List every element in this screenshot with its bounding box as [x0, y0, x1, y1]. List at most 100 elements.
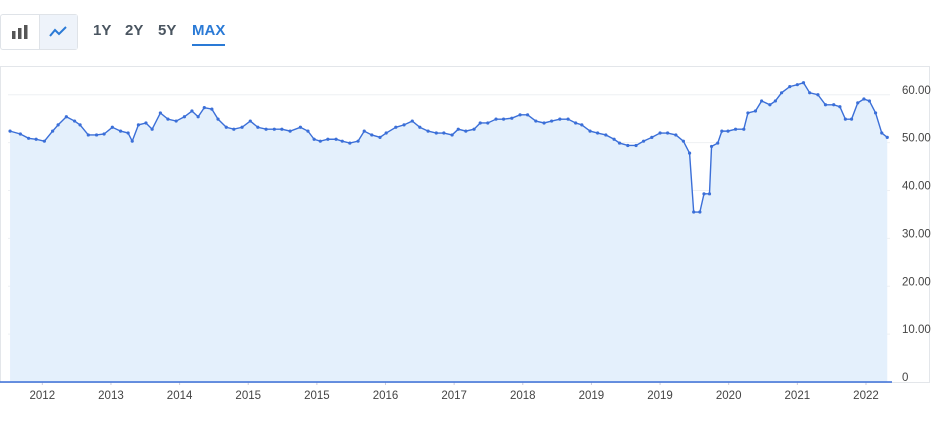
point [56, 123, 60, 127]
point [773, 99, 777, 103]
point [674, 133, 678, 137]
point [280, 127, 284, 131]
point [808, 91, 812, 95]
range-button[interactable]: 2Y [125, 22, 144, 39]
point [450, 133, 454, 137]
x-tick-label: 2013 [98, 390, 124, 402]
range-button[interactable]: MAX [192, 22, 226, 46]
point [288, 129, 292, 133]
point [78, 123, 82, 127]
point [687, 151, 692, 155]
point [326, 137, 330, 141]
point [362, 129, 366, 133]
point [681, 139, 685, 143]
x-tick-label: 2018 [510, 390, 536, 402]
point [795, 83, 799, 87]
point [174, 119, 178, 123]
point [604, 133, 608, 137]
y-tick-label: 30.00 [902, 228, 931, 240]
point [256, 125, 260, 129]
x-tick-label: 2016 [373, 390, 399, 402]
point [779, 91, 784, 95]
point [542, 121, 546, 125]
point [402, 123, 406, 127]
point [158, 111, 162, 115]
point [588, 129, 592, 133]
point [94, 133, 99, 137]
point [312, 137, 316, 141]
point [64, 115, 68, 119]
point [501, 117, 506, 121]
point [742, 127, 746, 131]
chart-frame [0, 66, 930, 383]
point [166, 117, 170, 121]
point [51, 129, 55, 133]
point [626, 143, 630, 148]
point [849, 117, 854, 121]
point [102, 132, 106, 136]
point [768, 103, 772, 107]
point [18, 132, 22, 136]
point [210, 107, 214, 111]
point [426, 129, 430, 133]
point [873, 111, 878, 115]
point [856, 101, 860, 105]
point [202, 106, 206, 110]
point [86, 133, 90, 137]
point [248, 119, 252, 123]
x-tick-label: 2021 [785, 390, 811, 402]
point [464, 129, 468, 133]
point [410, 119, 414, 123]
x-tick-label: 2019 [647, 390, 673, 402]
range-button[interactable]: 5Y [158, 22, 177, 39]
range-button[interactable]: 1Y [93, 22, 112, 39]
x-tick-label: 2015 [235, 390, 261, 402]
point [384, 131, 388, 135]
point [232, 127, 236, 131]
point [760, 99, 764, 103]
point [370, 133, 374, 137]
point [574, 121, 578, 125]
point [150, 127, 154, 131]
point [596, 131, 600, 135]
point [442, 131, 446, 135]
point [472, 127, 476, 131]
line [9, 81, 888, 213]
point [356, 139, 360, 143]
point [306, 129, 310, 133]
point [378, 135, 382, 139]
point [240, 125, 244, 129]
point [658, 131, 662, 135]
x-tick-label: 2019 [579, 390, 605, 402]
line-chart-button[interactable] [38, 15, 77, 49]
point [264, 127, 268, 131]
x-tick-label: 2017 [441, 390, 467, 402]
area [10, 82, 888, 383]
point [118, 129, 123, 133]
y-tick-label: 40.00 [902, 181, 931, 193]
point [110, 125, 114, 129]
point [510, 116, 514, 120]
x-tick-label: 2015 [304, 390, 330, 402]
point [641, 139, 646, 143]
point [418, 125, 422, 129]
point [434, 131, 438, 135]
point [885, 135, 889, 139]
point [617, 141, 622, 145]
point [823, 103, 828, 107]
point [862, 97, 866, 101]
point [42, 139, 46, 143]
point [702, 192, 706, 196]
point [216, 117, 220, 121]
point [144, 121, 148, 125]
point [867, 99, 872, 103]
bar-chart-button[interactable] [1, 15, 39, 49]
point [340, 139, 344, 143]
point [880, 131, 884, 135]
point [801, 81, 806, 85]
point [494, 117, 498, 121]
point [843, 117, 847, 121]
point [272, 127, 276, 131]
